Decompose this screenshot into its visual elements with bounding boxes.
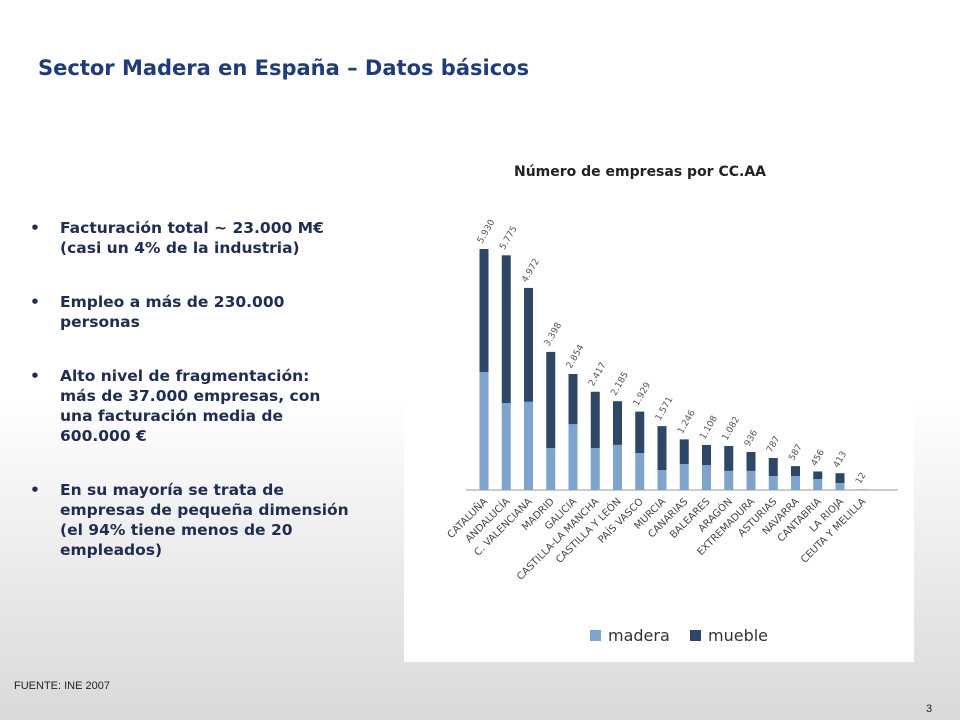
bar-segment [813,471,823,480]
bar-segment [791,475,800,490]
bar-segment [702,465,711,490]
bar-segment [613,401,622,445]
bar-segment [791,466,800,476]
bar-segment [724,470,734,490]
bar-segment [679,463,689,490]
bar-segment [635,453,645,490]
chart-title: Número de empresas por CC.AA [514,164,766,180]
bar-segment [546,351,556,449]
bar-segment [746,470,756,490]
bullet: Empleo a más de 230.000 personas [30,292,350,332]
bar-segment [657,470,667,490]
chart: Número de empresas por CC.AA 5.930CATALU… [404,150,914,662]
bullet: Facturación total ~ 23.000 M€ (casi un 4… [30,218,350,258]
bar-segment [524,401,533,490]
bar-segment [813,479,823,490]
bullet-list: Facturación total ~ 23.000 M€ (casi un 4… [30,218,350,594]
bar-segment [479,372,489,490]
bar-segment [768,475,778,490]
bar-segment [524,287,533,402]
bar-segment [702,444,711,466]
chart-background [404,150,914,662]
legend-swatch [690,630,701,641]
bar-segment [724,446,734,471]
bar-segment [768,458,778,476]
bar-segment [835,473,845,484]
bar-segment [479,249,489,373]
total-label: 12 [854,471,868,486]
source-note: FUENTE: INE 2007 [14,680,110,692]
legend-label: mueble [708,626,768,645]
legend-label: madera [608,626,670,645]
bar-segment [590,448,600,490]
bar-segment [657,426,667,471]
bar-segment [501,403,511,490]
bar-segment [613,444,622,490]
bar-segment [568,424,578,490]
bar-segment [679,439,689,464]
bar-segment [835,483,845,490]
legend-swatch [590,630,601,641]
bar-segment [590,391,600,449]
slide-title: Sector Madera en España – Datos básicos [38,56,530,80]
bar-segment [635,411,645,454]
bullet: En su mayoría se trata de empresas de pe… [30,480,350,560]
bar-segment [501,255,511,404]
page-number: 3 [926,703,933,715]
bar-segment [568,374,578,425]
bar-segment [546,448,556,490]
bullet: Alto nivel de fragmentación: más de 37.0… [30,366,350,446]
bar-segment [746,451,756,471]
